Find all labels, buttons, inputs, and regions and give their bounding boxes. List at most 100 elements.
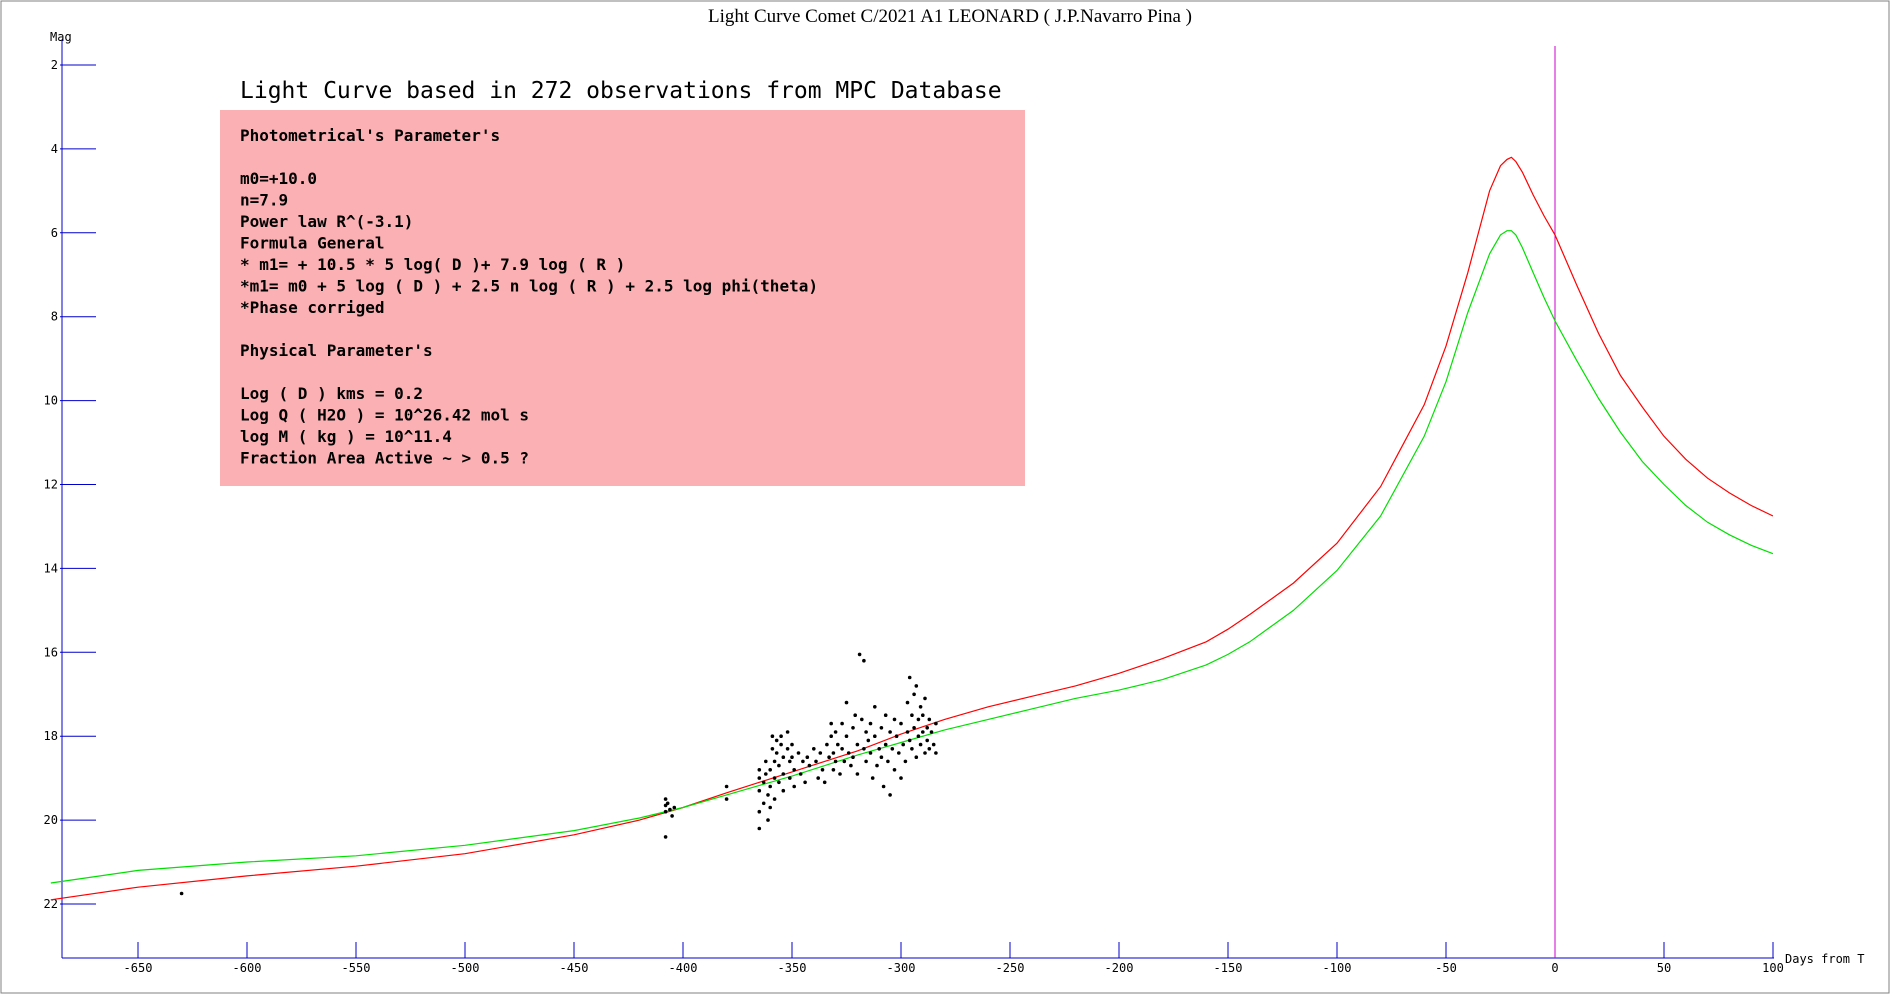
- y-tick-label: 4: [51, 142, 58, 156]
- observation-point: [788, 759, 792, 764]
- observation-point: [910, 747, 914, 751]
- observation-point: [853, 713, 857, 717]
- observation-point: [873, 734, 877, 738]
- observation-point: [768, 805, 772, 810]
- observation-points: [179, 652, 938, 896]
- observation-point: [925, 738, 929, 743]
- observation-point: [918, 742, 923, 747]
- observation-point: [757, 788, 762, 793]
- observation-point: [879, 726, 884, 730]
- observation-point: [668, 807, 672, 812]
- observation-point: [724, 784, 729, 789]
- y-tick-label: 14: [44, 561, 58, 575]
- observation-point: [792, 784, 796, 789]
- observation-point: [868, 751, 873, 755]
- parameters-text: Photometrical's Parameter's m0=+10.0 n=7.9…: [240, 126, 818, 468]
- x-tick-label: -500: [451, 961, 480, 975]
- model-curves: [50, 156, 1774, 901]
- observation-point: [772, 759, 777, 764]
- observation-point: [831, 768, 836, 772]
- observation-point: [910, 713, 914, 717]
- observation-point: [816, 776, 820, 780]
- x-tick-label: -300: [887, 961, 916, 975]
- observation-point: [814, 759, 818, 764]
- observation-point: [836, 742, 840, 747]
- observation-point: [860, 717, 864, 722]
- observation-point: [870, 776, 875, 780]
- parameters-text-line: *Phase corriged: [240, 298, 385, 317]
- observation-point: [912, 726, 916, 730]
- observation-point: [864, 730, 868, 734]
- observation-point: [892, 717, 897, 722]
- observation-point: [796, 751, 801, 755]
- observation-point: [838, 772, 842, 776]
- observation-point: [890, 747, 895, 751]
- observation-point: [862, 658, 866, 663]
- observation-point: [788, 776, 792, 780]
- observation-point: [781, 788, 786, 793]
- observation-point: [844, 734, 849, 738]
- observation-point: [792, 768, 796, 772]
- observation-point: [766, 818, 770, 822]
- observation-point: [825, 742, 829, 747]
- observation-point: [807, 763, 812, 768]
- parameters-text-line: m0=+10.0: [240, 169, 317, 188]
- observation-point: [857, 652, 862, 657]
- observation-point: [846, 751, 851, 755]
- x-tick-label: -100: [1323, 961, 1352, 975]
- observation-point: [905, 700, 910, 705]
- x-tick-label: -250: [996, 961, 1025, 975]
- observation-point: [766, 793, 770, 797]
- model-curve-2: [50, 230, 1774, 884]
- y-tick-label: 10: [44, 394, 58, 408]
- observation-point: [803, 780, 807, 785]
- observation-point: [764, 772, 768, 776]
- observation-point: [757, 809, 762, 814]
- parameters-text-line: Formula General: [240, 234, 385, 253]
- observation-point: [779, 742, 783, 747]
- y-tick-label: 2: [51, 58, 58, 72]
- parameters-text-line: Fraction Area Active ~ > 0.5 ?: [240, 449, 529, 468]
- chart-title: Light Curve Comet C/2021 A1 LEONARD ( J.…: [708, 6, 1192, 27]
- x-tick-label: -600: [233, 961, 262, 975]
- observation-point: [927, 747, 932, 751]
- observation-point: [768, 784, 772, 789]
- x-axis-label: Days from T: [1785, 952, 1864, 966]
- observation-point: [866, 738, 871, 743]
- observation-point: [851, 755, 855, 759]
- observation-point: [831, 751, 836, 755]
- observation-point: [879, 755, 884, 759]
- observation-point: [873, 705, 877, 709]
- observation-point: [851, 726, 855, 730]
- observation-point: [899, 776, 903, 780]
- x-tick-label: 50: [1657, 961, 1671, 975]
- parameters-text-line: Photometrical's Parameter's: [240, 126, 500, 145]
- parameters-text-line: *m1= m0 + 5 log ( D ) + 2.5 n log ( R ) …: [240, 277, 818, 296]
- observation-point: [931, 742, 936, 747]
- observation-point: [768, 768, 772, 772]
- x-tick-label: -550: [342, 961, 371, 975]
- observation-point: [899, 721, 903, 726]
- observation-point: [916, 717, 921, 722]
- parameters-text-line: n=7.9: [240, 191, 288, 210]
- observation-point: [934, 751, 938, 755]
- observation-point: [798, 772, 803, 776]
- parameters-text-line: Log Q ( H2O ) = 10^26.42 mol s: [240, 406, 529, 425]
- observation-point: [923, 696, 927, 701]
- observation-point: [772, 776, 777, 780]
- observation-point: [907, 738, 912, 743]
- observation-point: [903, 759, 908, 764]
- observation-point: [772, 797, 777, 801]
- observation-point: [901, 742, 905, 747]
- observation-point: [764, 759, 768, 764]
- observation-point: [864, 759, 868, 764]
- annotation-headline: Light Curve based in 272 observations fr…: [240, 78, 1002, 104]
- y-axis-ticks: 2 4 6 8 10 12 14 16 18 20 22: [44, 58, 96, 911]
- x-tick-label: 0: [1551, 961, 1558, 975]
- observation-point: [918, 705, 923, 709]
- y-tick-label: 8: [51, 310, 58, 324]
- observation-point: [801, 759, 805, 764]
- observation-point: [790, 742, 794, 747]
